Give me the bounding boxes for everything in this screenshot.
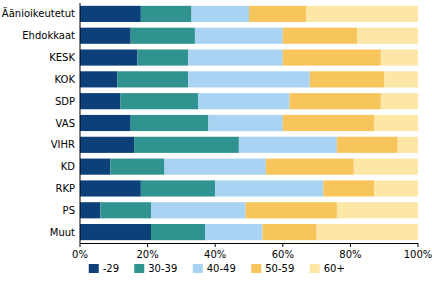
legend-label: 50-59 [265,263,294,274]
bar-segment [131,28,195,44]
bar-segment [80,115,131,131]
bar-segment [80,159,110,175]
tick [80,243,81,247]
legend-swatch [193,264,203,273]
bar-segment [208,115,282,131]
bar-segment [80,202,100,218]
bar-segment [80,28,131,44]
bar-segment [134,137,239,153]
legend-swatch [134,264,144,273]
tick [282,243,283,247]
bar-segment [137,49,188,65]
category-label: Äänioikeutetut [2,7,75,19]
bar-segment [249,6,306,22]
bar-segment [357,28,418,44]
category-label: PS [63,205,75,216]
legend-label: 40-49 [207,263,236,274]
bar-segment [205,224,262,240]
tick [147,243,148,247]
bar-segment [246,202,337,218]
legend: -29 30-39 40-49 50-59 60+ [89,263,345,274]
legend-label: -29 [103,263,119,274]
bar-segment [141,180,215,196]
bar-segment [381,49,418,65]
legend-swatch [310,264,320,273]
category-label: SDP [55,96,75,107]
legend-swatch [89,264,99,273]
bar-segment [141,6,192,22]
bar-segment [80,224,151,240]
bar-segment [188,49,283,65]
tick [418,243,419,247]
x-axis [80,243,418,244]
bar-segment [80,49,137,65]
chart: Äänioikeutetut Ehdokkaat KESK KOK SDP VAS VIHR… [0,0,432,287]
legend-label: 60+ [324,263,345,274]
bar-segment [263,224,317,240]
bar-segment [117,71,188,87]
bar-segment [215,180,323,196]
bar-segment [80,180,141,196]
bar-segment [121,93,199,109]
tick [350,243,351,247]
tick-label: 40% [204,249,226,260]
bar-segment [323,180,374,196]
bar-segment [317,224,418,240]
tick-label: 60% [272,249,294,260]
tick-label: 100% [404,249,432,260]
bar-segment [374,115,418,131]
bar-segment [337,137,398,153]
category-label: Muut [50,227,75,238]
bar-segment [310,71,384,87]
category-label: KOK [55,74,76,85]
category-label: KD [61,161,76,172]
category-label: Ehdokkaat [22,30,75,41]
tick-label: 0% [72,249,88,260]
bar-segment [283,49,381,65]
bar-segment [384,71,418,87]
category-label: VIHR [51,139,75,150]
bar-segment [398,137,418,153]
bar-segment [80,71,117,87]
bar-segment [283,115,374,131]
bar-segment [110,159,164,175]
bar-segment [374,180,418,196]
category-label: KESK [49,52,75,63]
bar-segment [80,6,141,22]
bar-segment [80,93,121,109]
bar-segment [165,159,266,175]
bar-segment [266,159,354,175]
bar-segment [151,202,246,218]
bar-segment [198,93,289,109]
bar-segment [337,202,418,218]
bars [80,6,418,240]
bar-segment [306,6,418,22]
bar-segment [239,137,337,153]
legend-label: 30-39 [148,263,177,274]
category-label: VAS [56,118,75,129]
tick [215,243,216,247]
tick-label: 80% [339,249,361,260]
bar-segment [290,93,381,109]
bar-segment [80,137,134,153]
legend-swatch [251,264,261,273]
bar-segment [354,159,418,175]
bar-segment [283,28,357,44]
bar-segment [100,202,151,218]
bar-segment [131,115,209,131]
tick-label: 20% [136,249,158,260]
category-label: RKP [55,183,75,194]
bar-segment [195,28,283,44]
bar-segment [381,93,418,109]
bar-segment [188,71,310,87]
bar-segment [151,224,205,240]
bar-segment [192,6,249,22]
y-axis [80,3,81,243]
